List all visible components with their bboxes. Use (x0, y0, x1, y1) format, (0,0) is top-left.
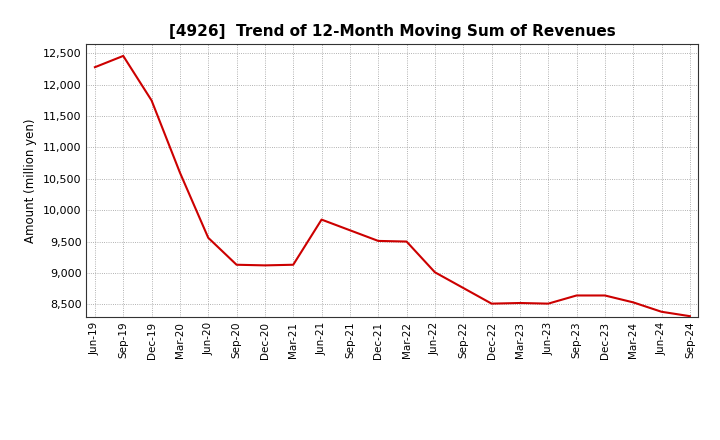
Y-axis label: Amount (million yen): Amount (million yen) (24, 118, 37, 242)
Title: [4926]  Trend of 12-Month Moving Sum of Revenues: [4926] Trend of 12-Month Moving Sum of R… (169, 24, 616, 39)
